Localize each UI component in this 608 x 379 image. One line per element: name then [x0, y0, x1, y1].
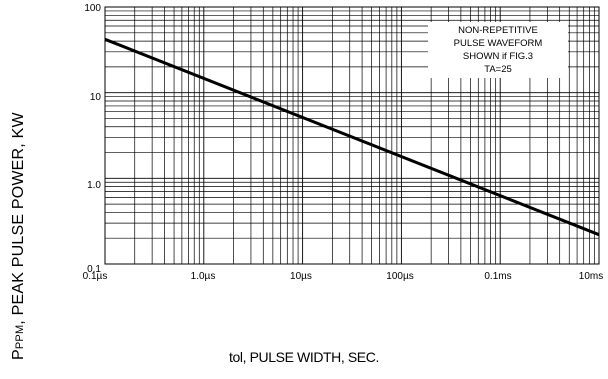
- annotation: NON-REPETITIVE PULSE WAVEFORM SHOWN if F…: [428, 22, 568, 78]
- x-tick-label: 10ms: [579, 271, 603, 282]
- x-tick-label: 100µs: [386, 271, 413, 282]
- x-tick-label: 10µs: [290, 271, 312, 282]
- x-axis-label: tol, PULSE WIDTH, SEC.: [229, 349, 379, 365]
- plot-frame: [104, 6, 600, 265]
- y-tick-label: 10: [90, 92, 102, 103]
- y-axis-label-rest: , PEAK PULSE POWER, KW: [10, 112, 27, 325]
- grid: [104, 7, 599, 265]
- x-tick-label: 1.0µs: [191, 271, 216, 282]
- series-line: [104, 37, 600, 237]
- annotation-line-3: SHOWN if FIG.3: [463, 51, 533, 62]
- series-layer: [104, 37, 600, 237]
- annotation-line-1: NON-REPETITIVE: [458, 25, 538, 36]
- y-tick-label: 100: [84, 3, 101, 14]
- annotation-line-2: PULSE WAVEFORM: [454, 38, 543, 49]
- y-tick-label: 0.1: [87, 264, 101, 275]
- x-tick-label: 0.1µs: [83, 271, 108, 282]
- y-axis-label-subscript: PPM: [14, 324, 26, 350]
- annotation-box: [428, 22, 568, 78]
- y-axis-label: PPPM, PEAK PULSE POWER, KW: [10, 20, 30, 360]
- y-tick-label: 1.0: [87, 180, 101, 191]
- x-tick-label: 0.1ms: [484, 271, 511, 282]
- annotation-line-4: TA=25: [484, 64, 512, 75]
